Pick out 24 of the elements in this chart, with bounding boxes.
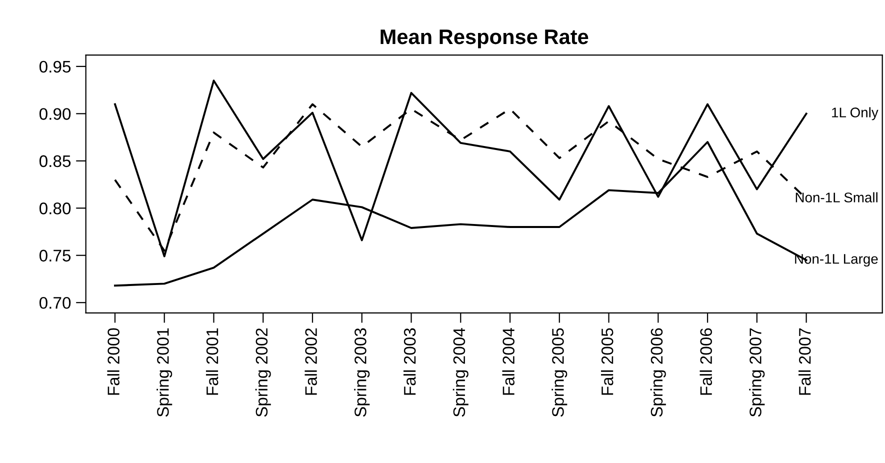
x-tick-label: Fall 2006 (700, 328, 712, 395)
x-tick-label: Fall 2003 (403, 328, 416, 395)
x-tick-label: Fall 2004 (502, 328, 514, 395)
x-tick-label: Fall 2007 (798, 328, 811, 395)
x-tick-label: Spring 2002 (255, 328, 271, 417)
x-tick-label: Spring 2007 (749, 328, 765, 417)
y-tick-label: 0.70 (39, 297, 71, 309)
x-tick-label: Spring 2005 (552, 328, 568, 417)
chart-title: Mean Response Rate (380, 30, 588, 48)
x-tick-label: Spring 2006 (650, 328, 666, 417)
x-tick-label: Fall 2001 (206, 328, 218, 395)
y-tick-label: 0.85 (39, 155, 71, 168)
y-tick-label: 0.80 (39, 202, 71, 214)
y-tick-label: 0.95 (39, 60, 71, 73)
x-tick-label: Spring 2004 (452, 328, 468, 417)
x-tick-label: Fall 2005 (601, 328, 614, 395)
y-tick-label: 0.75 (39, 250, 71, 262)
x-tick-label: Spring 2003 (354, 328, 370, 417)
x-tick-label: Fall 2002 (304, 328, 317, 395)
x-tick-label: Fall 2000 (107, 328, 120, 395)
series-label: 1L Only (832, 107, 878, 120)
y-tick-label: 0.90 (39, 108, 71, 120)
series-label: Non-1L Small (796, 192, 878, 202)
x-tick-label: Spring 2001 (156, 328, 172, 417)
